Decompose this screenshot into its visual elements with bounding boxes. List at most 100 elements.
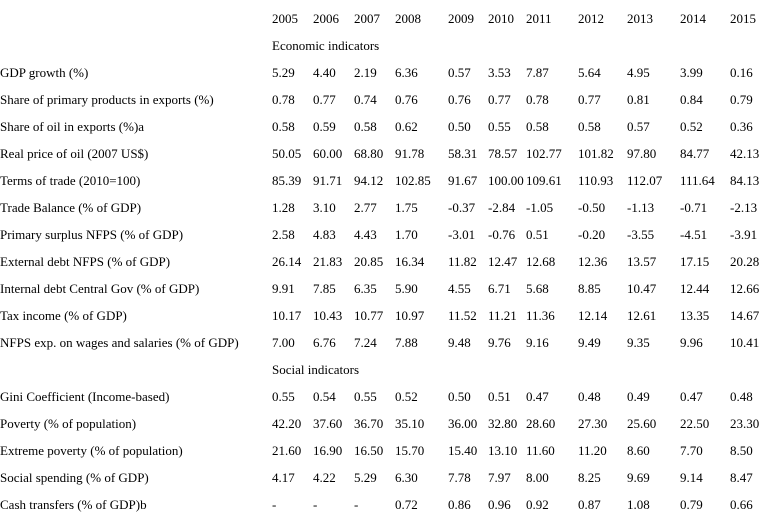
value-cell: 11.82 <box>448 254 477 269</box>
value-cell: 17.15 <box>680 254 710 269</box>
value-cell: 12.61 <box>627 308 657 323</box>
row-label: Internal debt Central Gov (% of GDP) <box>0 281 200 296</box>
value-cell: 9.16 <box>526 335 549 350</box>
value-cell: -3.55 <box>627 227 655 242</box>
value-cell: 2.58 <box>272 227 295 242</box>
value-cell: 0.51 <box>526 227 549 242</box>
row-label: External debt NFPS (% of GDP) <box>0 254 171 269</box>
value-cell: 12.68 <box>526 254 556 269</box>
value-cell: 2.19 <box>354 65 377 80</box>
value-cell: 11.60 <box>526 443 555 458</box>
value-cell: 0.76 <box>448 92 471 107</box>
value-cell: - <box>272 497 277 512</box>
row-label: NFPS exp. on wages and salaries (% of GD… <box>0 335 239 350</box>
year-header: 2006 <box>313 11 339 26</box>
value-cell: -0.37 <box>448 200 476 215</box>
value-cell: 10.97 <box>395 308 425 323</box>
value-cell: 0.58 <box>526 119 549 134</box>
year-header: 2013 <box>627 11 653 26</box>
value-cell: 0.92 <box>526 497 549 512</box>
value-cell: 0.52 <box>395 389 418 404</box>
value-cell: 0.81 <box>627 92 650 107</box>
value-cell: 97.80 <box>627 146 657 161</box>
row-label: Poverty (% of population) <box>0 416 137 431</box>
value-cell: 7.87 <box>526 65 549 80</box>
value-cell: -0.20 <box>578 227 606 242</box>
value-cell: 11.52 <box>448 308 477 323</box>
section-label: Social indicators <box>272 362 360 377</box>
value-cell: 11.36 <box>526 308 555 323</box>
indicator-row: Poverty (% of population) 42.20 37.60 36.70… <box>0 410 761 437</box>
value-cell: 84.13 <box>730 173 760 188</box>
value-cell: 0.55 <box>272 389 295 404</box>
section-label: Economic indicators <box>272 38 380 53</box>
row-label: GDP growth (%) <box>0 65 89 80</box>
indicator-row: Extreme poverty (% of population) 21.60 16… <box>0 437 761 464</box>
year-header: 2014 <box>680 11 706 26</box>
year-header: 2010 <box>488 11 514 26</box>
value-cell: 15.40 <box>448 443 478 458</box>
value-cell: 10.47 <box>627 281 657 296</box>
value-cell: 0.16 <box>730 65 753 80</box>
value-cell: 42.20 <box>272 416 302 431</box>
indicator-row: Social spending (% of GDP) 4.17 4.22 5.29 6.… <box>0 464 761 491</box>
value-cell: 5.29 <box>354 470 377 485</box>
value-cell: 36.70 <box>354 416 384 431</box>
value-cell: 1.75 <box>395 200 418 215</box>
value-cell: 6.76 <box>313 335 336 350</box>
value-cell: 111.64 <box>680 173 715 188</box>
value-cell: 1.70 <box>395 227 418 242</box>
value-cell: 8.50 <box>730 443 753 458</box>
indicator-row: Trade Balance (% of GDP) 1.28 3.10 2.77 1.75… <box>0 194 761 221</box>
value-cell: 13.57 <box>627 254 657 269</box>
value-cell: 4.43 <box>354 227 377 242</box>
value-cell: 12.36 <box>578 254 608 269</box>
value-cell: 3.53 <box>488 65 511 80</box>
indicator-row: Primary surplus NFPS (% of GDP) 2.58 4.83 4… <box>0 221 761 248</box>
value-cell: -0.71 <box>680 200 708 215</box>
value-cell: 16.50 <box>354 443 384 458</box>
indicator-row: Share of primary products in exports (%)… <box>0 86 761 113</box>
value-cell: 112.07 <box>627 173 663 188</box>
value-cell: 9.35 <box>627 335 650 350</box>
value-cell: 26.14 <box>272 254 302 269</box>
value-cell: 14.67 <box>730 308 760 323</box>
value-cell: 8.47 <box>730 470 753 485</box>
value-cell: 0.79 <box>680 497 703 512</box>
value-cell: 2.77 <box>354 200 377 215</box>
value-cell: 1.28 <box>272 200 295 215</box>
value-cell: 8.60 <box>627 443 650 458</box>
year-header: 2005 <box>272 11 298 26</box>
value-cell: 0.74 <box>354 92 377 107</box>
value-cell: -0.76 <box>488 227 516 242</box>
value-cell: 0.58 <box>578 119 601 134</box>
value-cell: 0.54 <box>313 389 336 404</box>
value-cell: 42.13 <box>730 146 760 161</box>
value-cell: 0.48 <box>730 389 753 404</box>
value-cell: 6.71 <box>488 281 511 296</box>
value-cell: 20.28 <box>730 254 760 269</box>
value-cell: 68.80 <box>354 146 384 161</box>
row-label: Trade Balance (% of GDP) <box>0 200 142 215</box>
year-header: 2007 <box>354 11 380 26</box>
year-header: 2012 <box>578 11 604 26</box>
value-cell: 35.10 <box>395 416 425 431</box>
value-cell: -2.13 <box>730 200 758 215</box>
indicator-row: GDP growth (%) 5.29 4.40 2.19 6.36 0.57 3.53 7.… <box>0 59 761 86</box>
value-cell: 58.31 <box>448 146 478 161</box>
value-cell: 0.47 <box>680 389 703 404</box>
value-cell: 21.83 <box>313 254 343 269</box>
value-cell: 9.48 <box>448 335 471 350</box>
value-cell: 102.77 <box>526 146 562 161</box>
year-header: 2011 <box>526 11 552 26</box>
indicator-row: NFPS exp. on wages and salaries (% of GD… <box>0 329 761 356</box>
section-row: Social indicators <box>0 356 761 383</box>
value-cell: 4.17 <box>272 470 295 485</box>
row-label: Share of primary products in exports (%) <box>0 92 214 107</box>
value-cell: 0.50 <box>448 389 471 404</box>
value-cell: 12.66 <box>730 281 760 296</box>
indicator-row: Internal debt Central Gov (% of GDP) 9.91… <box>0 275 761 302</box>
value-cell: 102.85 <box>395 173 431 188</box>
value-cell: 0.78 <box>272 92 295 107</box>
value-cell: 0.77 <box>313 92 336 107</box>
